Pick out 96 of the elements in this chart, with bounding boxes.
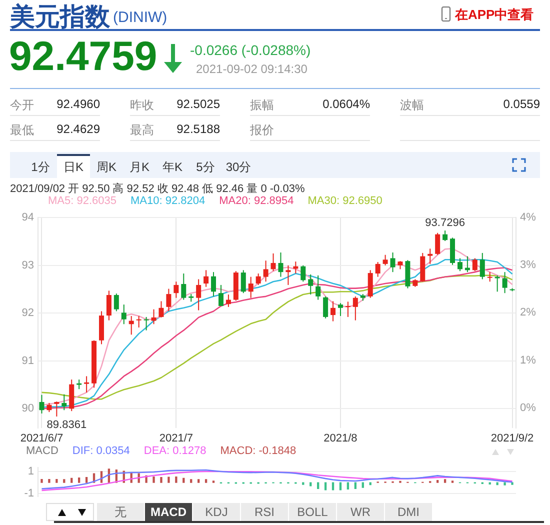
text: 92.5188 <box>176 122 220 136</box>
text: 振幅 <box>250 97 274 114</box>
bar <box>198 479 200 483</box>
text: KDJ <box>193 503 240 521</box>
bar <box>152 476 155 483</box>
bar <box>362 482 364 488</box>
text: 在APP中查看 <box>455 6 534 24</box>
text: MA10: 92.8204 <box>130 195 206 207</box>
chart-subtitle: 2021/09/02 开 92.50 高 92.52 收 92.48 低 92.46 量 0 -0.03% <box>9 182 306 195</box>
bar <box>324 482 327 490</box>
bar <box>70 478 73 483</box>
candlestick <box>136 316 142 328</box>
annotation: 89.8361 <box>46 419 87 432</box>
y2-tick-label: 3% <box>520 259 536 272</box>
text: 波幅 <box>400 97 424 114</box>
y-tick-label: 94 <box>22 212 34 224</box>
bar <box>488 482 491 485</box>
text: 最低 <box>10 122 34 139</box>
bar <box>332 482 334 490</box>
text: 92.4629 <box>56 122 100 136</box>
bar <box>78 477 80 483</box>
text: MACD: -0.1848 <box>220 445 296 457</box>
y2-tick-label: 2% <box>520 306 536 319</box>
text: -0.0266 (-0.0288%) <box>190 42 311 58</box>
bar <box>190 479 192 483</box>
text: WR <box>337 503 384 521</box>
text: MA5: 92.6035 <box>48 195 116 207</box>
y2-tick-label: 1% <box>520 354 536 366</box>
bar <box>511 482 514 485</box>
text: MA20: 92.8954 <box>219 195 294 207</box>
text: 昨收 <box>130 97 154 114</box>
text: 2021-09-02 09:14:30 <box>196 62 308 76</box>
bar <box>175 476 178 483</box>
text: 0.0559 <box>502 97 540 111</box>
text: DMI <box>385 503 432 521</box>
bar <box>496 482 498 486</box>
x-tick-label: 2021/6/7 <box>20 432 64 444</box>
bar <box>346 482 350 490</box>
bar <box>310 482 312 486</box>
series-label: DIF: 0.0354 <box>72 445 130 457</box>
text: 周K <box>95 159 118 176</box>
x-tick-label: 2021/8 <box>324 432 358 444</box>
bar <box>204 479 208 483</box>
bar <box>302 482 304 485</box>
text: 1分 <box>30 159 51 176</box>
x-tick-label: 2021/7 <box>159 432 193 444</box>
text: 报价 <box>250 122 274 139</box>
candlestick <box>84 376 90 392</box>
text: 0.0604% <box>322 97 370 111</box>
y-tick-label: 1 <box>28 466 34 478</box>
y-tick-label: -1 <box>24 488 34 500</box>
text: RSI <box>241 503 288 521</box>
bar <box>85 477 88 483</box>
bar <box>56 479 58 483</box>
x-tick-label: 2021/9/2 <box>490 432 534 444</box>
text: MACD <box>145 503 192 521</box>
text: MA30: 92.6950 <box>308 195 382 207</box>
bar <box>436 480 439 483</box>
annotation: 93.7296 <box>425 217 465 230</box>
bar <box>182 478 185 483</box>
bar <box>48 479 50 483</box>
text: 最高 <box>130 122 154 139</box>
text: 92.4759 <box>9 33 158 80</box>
text: BOLL <box>289 503 336 521</box>
text: 5分 <box>195 159 216 176</box>
text: 日K <box>57 154 90 178</box>
text: 年K <box>161 159 184 176</box>
bar <box>40 479 43 483</box>
bar <box>354 482 356 489</box>
text: 92.5025 <box>176 97 220 111</box>
y2-tick-label: 4% <box>520 212 536 224</box>
text: 今开 <box>10 97 34 114</box>
text: 92.4960 <box>56 97 100 111</box>
bar <box>63 479 66 483</box>
text: 无 <box>97 503 144 521</box>
candlestick <box>286 265 291 285</box>
text: 30分 <box>224 159 252 176</box>
bar <box>504 482 506 486</box>
bar <box>317 482 320 489</box>
text: (DINIW) <box>113 9 168 26</box>
legend-title: MACD <box>26 445 58 457</box>
text: 月K <box>128 159 150 176</box>
text: 美元指数 <box>10 2 110 33</box>
y-tick-label: 90 <box>22 402 34 415</box>
bar <box>339 482 342 490</box>
bar <box>160 477 162 483</box>
series-label: DEA: 0.1278 <box>144 445 206 457</box>
bar <box>444 479 446 483</box>
candlestick <box>144 316 149 330</box>
bar <box>369 482 372 486</box>
y-tick-label: 92 <box>22 307 34 320</box>
y-tick-label: 91 <box>22 354 34 367</box>
y-tick-label: 93 <box>22 259 34 272</box>
bar <box>168 476 170 483</box>
candlestick <box>345 302 350 317</box>
y2-tick-label: 0% <box>520 402 536 414</box>
